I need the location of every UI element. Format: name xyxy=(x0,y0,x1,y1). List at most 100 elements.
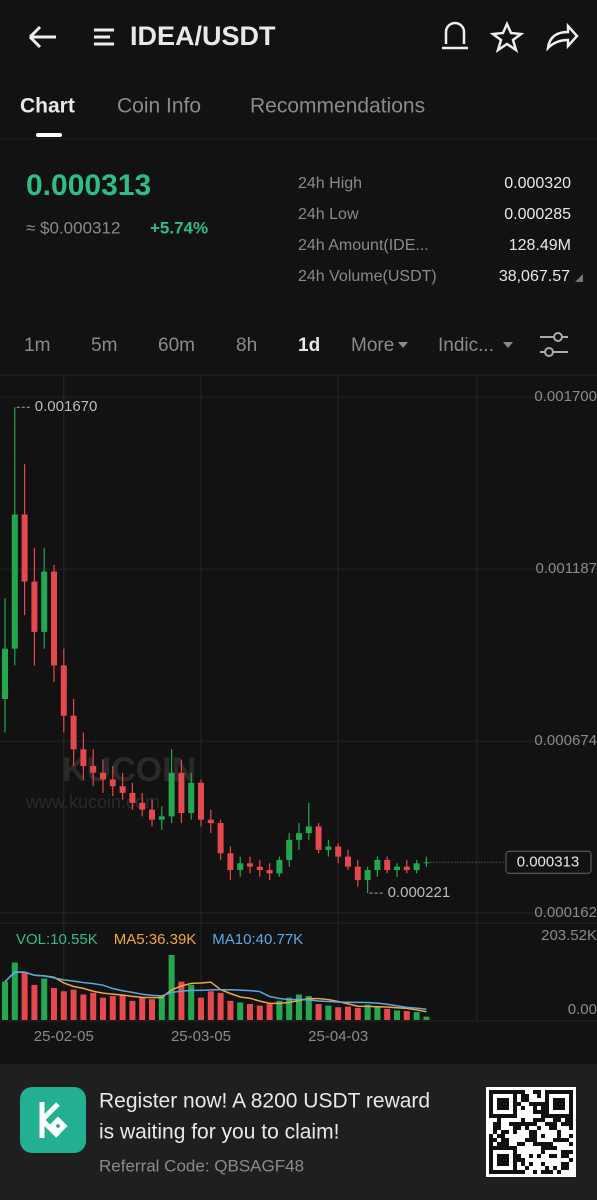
candle-body xyxy=(296,833,302,840)
alert-icon[interactable] xyxy=(442,21,468,50)
candle-body xyxy=(129,792,136,803)
tab[interactable]: Coin Info xyxy=(117,95,201,118)
qr-module xyxy=(553,1126,557,1130)
qr-module xyxy=(557,1090,561,1094)
qr-module xyxy=(541,1110,545,1114)
candle-body xyxy=(207,819,214,824)
qr-module xyxy=(513,1162,517,1166)
qr-module xyxy=(517,1154,521,1158)
watermark: www.kucoin.com xyxy=(25,792,160,812)
volume-bar xyxy=(198,997,204,1020)
qr-module xyxy=(513,1090,517,1094)
interval-option[interactable]: 60m xyxy=(158,335,195,356)
qr-module xyxy=(517,1158,521,1162)
qr-module xyxy=(501,1170,505,1174)
qr-module xyxy=(501,1146,505,1150)
qr-module xyxy=(525,1138,529,1142)
candle-body xyxy=(100,772,106,780)
interval-option[interactable]: 1m xyxy=(24,335,50,356)
candle-body xyxy=(413,863,420,871)
qr-module xyxy=(549,1142,553,1146)
tab-active[interactable]: Chart xyxy=(20,95,75,118)
candle-body xyxy=(80,749,87,767)
volume-bar xyxy=(168,955,175,1020)
qr-module xyxy=(513,1130,517,1134)
chart: 0.001700 0.001187 0.000674 0.000162 25-02-05… xyxy=(0,375,597,1045)
volume-bar xyxy=(207,991,214,1020)
qr-module xyxy=(497,1158,501,1162)
volume-bar xyxy=(90,992,97,1020)
settings-knob xyxy=(544,347,554,357)
volume-bar xyxy=(51,988,57,1020)
back-button[interactable] xyxy=(28,25,56,49)
qr-module xyxy=(501,1106,505,1110)
qr-module xyxy=(505,1158,509,1162)
qr-module xyxy=(505,1130,509,1134)
qr-module xyxy=(517,1126,521,1130)
banner-text: is waiting for you to claim! xyxy=(99,1121,339,1144)
candle-body xyxy=(21,514,28,582)
candle-body xyxy=(2,648,8,699)
qr-module xyxy=(557,1138,561,1142)
qr-module xyxy=(533,1134,537,1138)
qr-module xyxy=(505,1106,509,1110)
qr-module xyxy=(497,1090,501,1094)
candle-body xyxy=(60,665,67,716)
menu-icon[interactable] xyxy=(94,28,114,46)
candle-body xyxy=(394,866,400,871)
interval-option[interactable]: More xyxy=(351,335,394,356)
qr-module xyxy=(569,1106,573,1110)
qr-module xyxy=(533,1118,537,1122)
qr-module xyxy=(537,1142,541,1146)
qr-module xyxy=(489,1134,493,1138)
qr-module xyxy=(501,1138,505,1142)
x-tick-label: 25-02-05 xyxy=(34,1028,94,1045)
tab[interactable]: Recommendations xyxy=(250,95,425,118)
qr-module xyxy=(521,1170,525,1174)
qr-module xyxy=(557,1130,561,1134)
qr-module xyxy=(565,1162,569,1166)
favorite-icon[interactable] xyxy=(489,20,525,53)
moving-average xyxy=(4,971,427,1013)
volume-bar xyxy=(2,981,8,1020)
qr-module xyxy=(537,1126,541,1130)
qr-module xyxy=(565,1150,569,1154)
interval-option[interactable]: 1d xyxy=(298,335,320,356)
candle-body xyxy=(119,786,126,793)
candle-body xyxy=(384,859,391,871)
qr-module xyxy=(553,1122,557,1126)
qr-module xyxy=(521,1122,525,1126)
candle-body xyxy=(188,782,195,814)
qr-module xyxy=(521,1094,525,1098)
qr-module xyxy=(557,1170,561,1174)
tab-indicator xyxy=(36,133,62,137)
qr-module xyxy=(489,1094,493,1098)
candle-body xyxy=(237,863,244,871)
qr-module xyxy=(569,1158,573,1162)
qr-module xyxy=(553,1166,557,1170)
candle-body xyxy=(149,809,155,820)
qr-module xyxy=(489,1102,493,1106)
qr-module xyxy=(569,1094,573,1098)
banner-text: Register now! A 8200 USDT reward xyxy=(99,1090,430,1113)
share-icon[interactable] xyxy=(546,22,579,52)
qr-module xyxy=(493,1122,497,1126)
interval-option[interactable]: 8h xyxy=(236,335,257,356)
stat-label: 24h Low xyxy=(298,206,359,223)
qr-module xyxy=(545,1090,549,1094)
interval-option[interactable]: Indic... xyxy=(438,335,494,356)
candle-body xyxy=(315,826,322,850)
candle-body xyxy=(364,870,371,881)
qr-module xyxy=(545,1110,549,1114)
qr-module xyxy=(529,1134,533,1138)
qr-module xyxy=(529,1138,533,1142)
volume-bar xyxy=(247,1004,253,1020)
volume-bar xyxy=(276,1000,283,1020)
volume-bar xyxy=(286,997,293,1020)
volume-bar xyxy=(178,981,185,1020)
qr-module xyxy=(521,1090,525,1094)
interval-option[interactable]: 5m xyxy=(91,335,117,356)
qr-module xyxy=(565,1138,569,1142)
volume-legend: MA5:36.39K xyxy=(114,931,197,948)
qr-module xyxy=(505,1170,509,1174)
